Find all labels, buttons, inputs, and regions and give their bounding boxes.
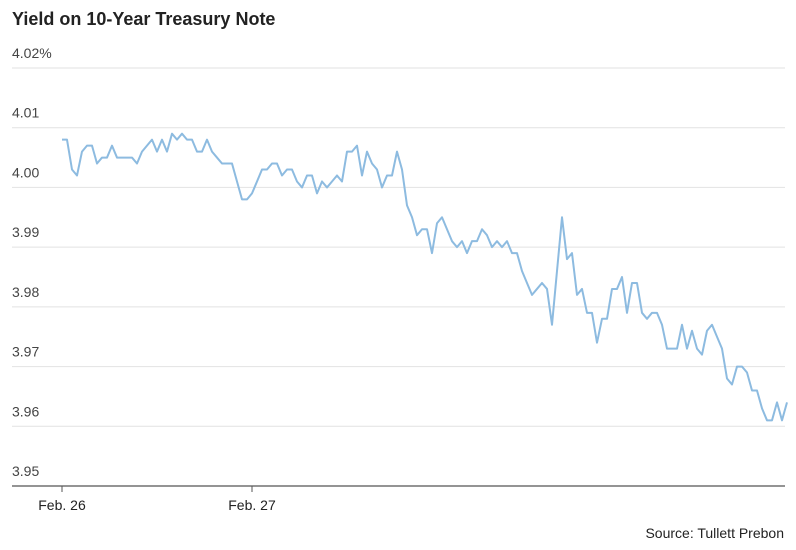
y-tick-label: 3.99 [12,224,39,240]
y-tick-label: 3.95 [12,463,39,479]
y-tick-label: 3.98 [12,284,39,300]
y-tick-label: 4.00 [12,164,39,180]
y-tick-label: 3.96 [12,403,39,419]
y-tick-label: 3.97 [12,344,39,360]
y-tick-label: 4.01 [12,105,39,121]
x-tick-label: Feb. 27 [228,497,276,513]
source: Source: Tullett Prebon [645,525,784,541]
data-line [62,132,788,422]
chart-title: Yield on 10-Year Treasury Note [12,9,275,29]
y-tick-label: 4.02% [12,45,52,61]
x-tick-label: Feb. 26 [38,497,86,513]
